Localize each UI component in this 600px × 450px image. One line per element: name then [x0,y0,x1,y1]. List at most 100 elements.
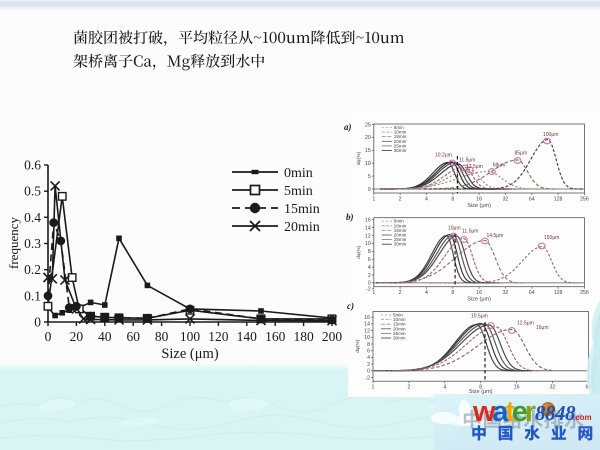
svg-text:Size (μm): Size (μm) [467,297,491,303]
svg-text:5min: 5min [393,313,403,318]
svg-text:40: 40 [98,329,112,344]
svg-text:32: 32 [503,290,509,296]
svg-text:180: 180 [293,329,314,344]
svg-text:60: 60 [126,329,140,344]
svg-text:256: 256 [580,197,589,203]
svg-text:15: 15 [365,148,371,154]
svg-text:10min: 10min [393,317,406,322]
svg-text:256: 256 [580,290,589,296]
svg-text:12: 12 [365,233,371,239]
svg-text:0.4: 0.4 [24,210,41,225]
svg-text:16: 16 [365,218,371,224]
svg-text:100μm: 100μm [543,132,558,138]
svg-text:14.5μm: 14.5μm [487,233,504,239]
svg-text:15min: 15min [394,228,407,233]
svg-text:-2: -2 [365,375,370,381]
svg-text:10min: 10min [394,223,407,228]
svg-text:14: 14 [364,322,370,328]
svg-text:2: 2 [407,385,410,391]
svg-text:85μm: 85μm [515,151,528,157]
svg-text:64: 64 [529,290,535,296]
svg-text:2: 2 [367,362,370,368]
svg-text:25min: 25min [394,143,407,148]
svg-text:15min: 15min [394,134,407,139]
svg-text:11.5μm: 11.5μm [459,158,475,164]
svg-text:12.5μm: 12.5μm [517,321,534,327]
svg-text:4: 4 [368,265,371,271]
svg-text:8: 8 [368,249,371,255]
svg-text:150μm: 150μm [544,235,559,241]
svg-text:10min: 10min [394,130,407,135]
svg-text:30min: 30min [394,242,407,247]
svg-text:68μm: 68μm [493,163,506,169]
svg-text:2: 2 [399,290,402,296]
svg-text:frequency: frequency [8,217,21,269]
svg-text:5min: 5min [394,219,404,224]
svg-text:10: 10 [364,335,370,341]
svg-text:8: 8 [479,385,482,391]
svg-text:2: 2 [368,273,371,279]
svg-text:8: 8 [451,197,454,203]
svg-text:Size (μm): Size (μm) [161,346,218,362]
svg-text:10μm: 10μm [448,226,461,232]
svg-text:120: 120 [208,329,229,344]
svg-text:80: 80 [155,329,169,344]
svg-text:0min: 0min [284,166,313,181]
svg-text:1: 1 [372,197,375,203]
svg-text:10.5μm: 10.5μm [471,314,488,320]
svg-text:32: 32 [503,197,509,203]
svg-text:4: 4 [425,197,428,203]
svg-text:128: 128 [554,197,563,203]
svg-text:30min: 30min [393,336,406,341]
svg-text:5min: 5min [284,184,313,199]
svg-text:16: 16 [476,290,482,296]
svg-text:Size (μm): Size (μm) [467,203,491,209]
svg-text:200: 200 [322,329,343,344]
svg-text:0.6: 0.6 [24,158,41,173]
svg-text:12.5μm: 12.5μm [466,164,483,170]
svg-text:25min: 25min [393,331,406,336]
svg-text:c): c) [347,301,354,311]
svg-text:Size (μm): Size (μm) [469,389,493,395]
svg-text:8: 8 [367,342,370,348]
svg-text:128: 128 [554,290,563,296]
svg-text:30min: 30min [394,148,407,153]
svg-text:16μm: 16μm [536,325,549,331]
svg-text:dφ(%): dφ(%) [356,151,362,165]
svg-text:20: 20 [365,135,371,141]
svg-text:100: 100 [180,329,201,344]
svg-text:64: 64 [529,197,535,203]
svg-text:20min: 20min [393,326,406,331]
svg-text:20min: 20min [394,139,407,144]
svg-text:4: 4 [443,385,446,391]
svg-text:0: 0 [34,315,41,330]
svg-text:4: 4 [425,290,428,296]
svg-text:6: 6 [368,257,371,263]
svg-text:12: 12 [364,328,370,334]
svg-text:15min: 15min [393,322,406,327]
svg-text:a): a) [344,122,352,132]
svg-text:b): b) [346,212,354,222]
svg-text:20min: 20min [284,220,320,235]
svg-text:2: 2 [399,197,402,203]
svg-text:4: 4 [367,355,370,361]
svg-text:0: 0 [368,187,371,193]
svg-text:11.5μm: 11.5μm [462,229,478,235]
svg-text:0.1: 0.1 [24,288,41,303]
svg-text:0.3: 0.3 [24,236,41,251]
svg-text:20min: 20min [394,233,407,238]
svg-text:20: 20 [70,329,84,344]
svg-text:dφ(%): dφ(%) [356,245,362,259]
svg-text:10.2μm: 10.2μm [435,153,452,159]
svg-text:8: 8 [451,290,454,296]
svg-text:0.2: 0.2 [24,262,41,277]
svg-text:0.5: 0.5 [24,184,41,199]
svg-text:1: 1 [372,290,375,296]
svg-text:25min: 25min [394,237,407,242]
svg-text:-2: -2 [366,287,371,293]
svg-text:16: 16 [476,197,482,203]
svg-text:10: 10 [365,161,371,167]
svg-text:16: 16 [514,385,520,391]
svg-text:6: 6 [367,349,370,355]
svg-text:0: 0 [368,281,371,287]
